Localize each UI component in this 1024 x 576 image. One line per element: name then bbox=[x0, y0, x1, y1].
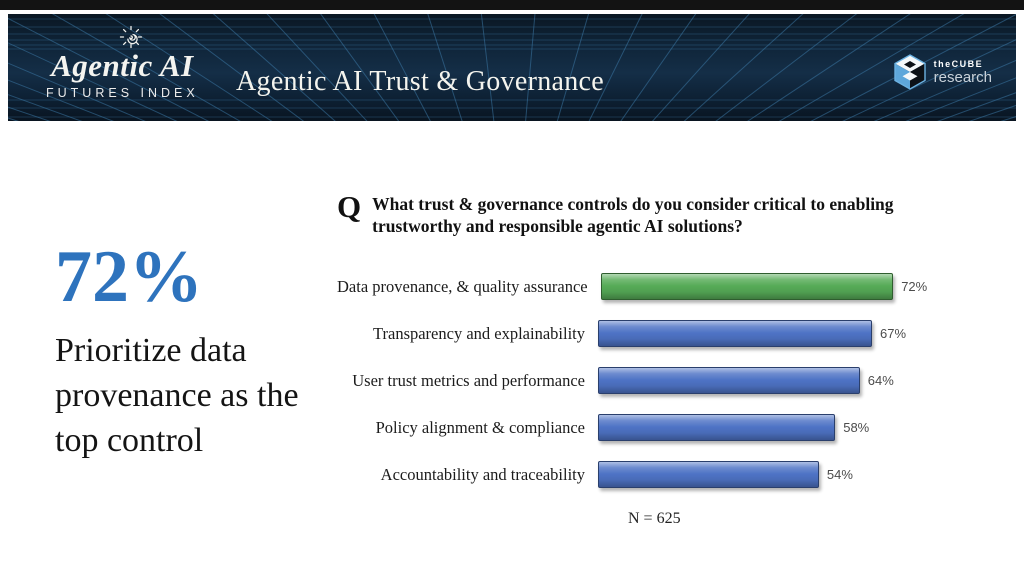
bar-value-label: 72% bbox=[901, 279, 928, 295]
header-banner: Agentic AI FUTURES INDEX Agentic AI Trus… bbox=[8, 14, 1016, 121]
bar-row: Data provenance, & quality assurance 72% bbox=[337, 263, 1007, 310]
bar-row: Transparency and explainability 67% bbox=[337, 310, 1007, 357]
bar-track: 64% bbox=[598, 367, 1007, 395]
bar bbox=[598, 320, 873, 348]
cube-logo-text: theCUBE research bbox=[933, 58, 992, 86]
bar-chart: Data provenance, & quality assurance 72%… bbox=[337, 263, 1007, 498]
bar bbox=[600, 273, 894, 301]
cube-brand-label: theCUBE bbox=[933, 58, 984, 69]
brand-name: Agentic AI bbox=[51, 48, 194, 83]
sample-size-note: N = 625 bbox=[628, 510, 681, 528]
sun-spiral-icon bbox=[119, 25, 143, 49]
page-title: Agentic AI Trust & Governance bbox=[236, 66, 604, 97]
bar bbox=[598, 414, 836, 442]
bar-category-label: Data provenance, & quality assurance bbox=[337, 276, 588, 296]
bar-category-label: Accountability and traceability bbox=[380, 464, 586, 484]
bar-row: User trust metrics and performance 64% bbox=[337, 357, 1007, 404]
bar-value-label: 54% bbox=[826, 467, 853, 483]
chart-section: Q What trust & governance controls do yo… bbox=[337, 189, 1007, 528]
cube-sub-label: research bbox=[933, 68, 992, 86]
bar-row: Accountability and traceability 54% bbox=[337, 451, 1007, 498]
key-stat: 72% Prioritize data provenance as the to… bbox=[55, 240, 315, 464]
bar-track: 58% bbox=[598, 414, 1007, 442]
bar-value-label: 58% bbox=[843, 420, 870, 436]
bar-category-label: Transparency and explainability bbox=[373, 323, 586, 343]
bar-track: 67% bbox=[598, 320, 1007, 348]
bar-category-label: Policy alignment & compliance bbox=[375, 417, 586, 437]
bar-category-label: User trust metrics and performance bbox=[352, 370, 586, 390]
bar-track: 72% bbox=[600, 273, 1007, 301]
bar-value-label: 67% bbox=[880, 326, 907, 342]
agentic-ai-logo: Agentic AI FUTURES INDEX bbox=[46, 24, 199, 100]
question-text: What trust & governance controls do you … bbox=[372, 194, 894, 237]
bar bbox=[598, 367, 860, 395]
brand-subtitle: FUTURES INDEX bbox=[46, 85, 199, 100]
bar-row: Policy alignment & compliance 58% bbox=[337, 404, 1007, 451]
perspective-grid-pattern bbox=[8, 14, 1016, 121]
bar-value-label: 64% bbox=[867, 373, 894, 389]
stat-number: 72% bbox=[55, 236, 203, 318]
question-marker: Q bbox=[337, 189, 362, 224]
bar-track: 54% bbox=[598, 461, 1007, 489]
stat-caption: Prioritize data provenance as the top co… bbox=[55, 332, 299, 460]
cube-icon bbox=[893, 54, 926, 90]
top-strip bbox=[0, 0, 1024, 10]
bar bbox=[598, 461, 819, 489]
thecube-research-logo: theCUBE research bbox=[893, 53, 992, 91]
survey-question: Q What trust & governance controls do yo… bbox=[337, 189, 1007, 237]
